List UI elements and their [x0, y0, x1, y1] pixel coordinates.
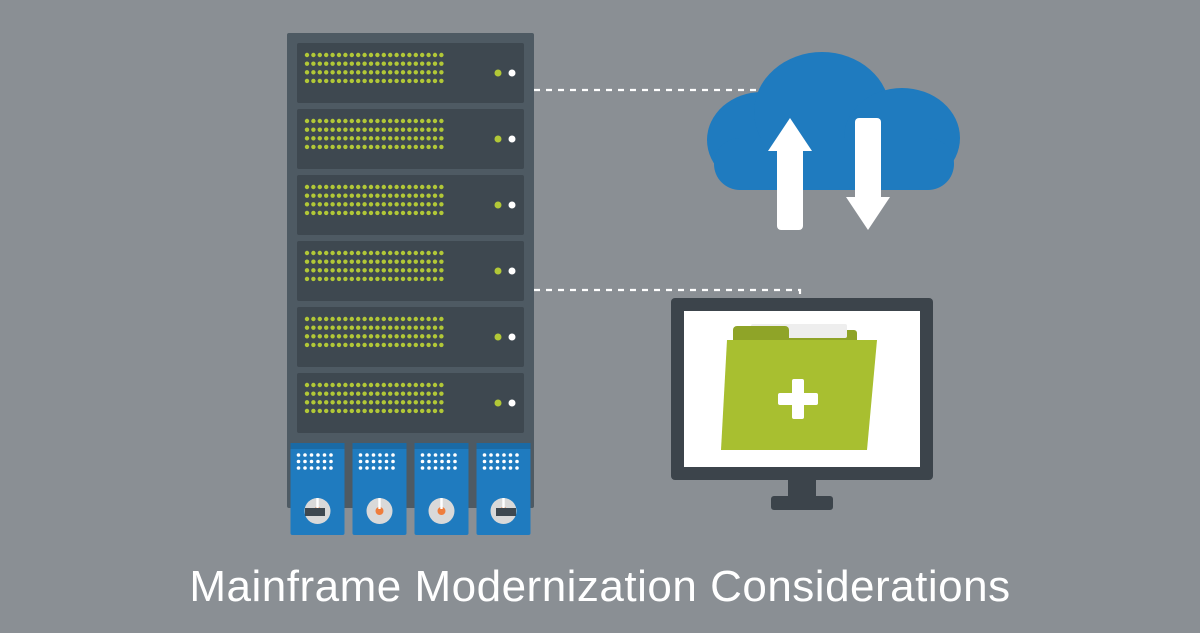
monitor-icon: [671, 298, 933, 510]
drive-bay: [477, 443, 531, 535]
drive-bay: [353, 443, 407, 535]
diagram-svg: [0, 0, 1200, 628]
drive-bay: [291, 443, 345, 535]
cloud-sync-icon: [707, 52, 960, 230]
page-title: Mainframe Modernization Considerations: [0, 562, 1200, 612]
drive-bay: [415, 443, 469, 535]
infographic-canvas: [0, 0, 1200, 628]
server-rack: [287, 33, 534, 535]
